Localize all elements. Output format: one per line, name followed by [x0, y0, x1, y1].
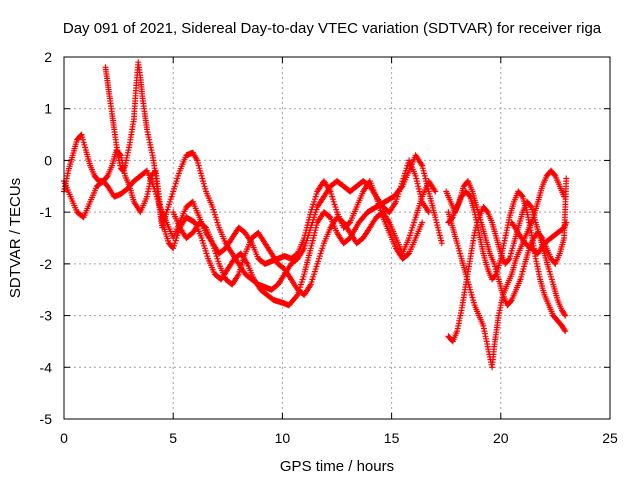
y-tick-label: -1 — [40, 204, 53, 220]
y-tick-label: -4 — [40, 359, 53, 375]
data-point-markers — [170, 178, 439, 298]
y-tick-label: 2 — [44, 49, 52, 65]
x-tick-label: 25 — [602, 430, 618, 446]
y-tick-label: 1 — [44, 101, 52, 117]
data-point-markers — [102, 59, 432, 293]
x-tick-label: 0 — [60, 430, 68, 446]
x-tick-label: 20 — [493, 430, 509, 446]
data-point-markers — [445, 188, 569, 335]
x-axis: 0 5 10 15 20 25 — [60, 57, 618, 446]
series-track-8 — [445, 188, 569, 335]
series-track-2 — [61, 167, 426, 267]
y-axis: 2 1 0 -1 -2 -3 -4 -5 — [40, 49, 610, 427]
series-track-9 — [508, 219, 570, 257]
y-tick-label: -3 — [40, 308, 53, 324]
grid — [64, 57, 610, 419]
x-axis-label: GPS time / hours — [280, 458, 394, 475]
x-tick-label: 10 — [275, 430, 291, 446]
y-tick-label: -2 — [40, 256, 53, 272]
y-axis-label: SDTVAR / TECUs — [7, 178, 24, 298]
plot-frame — [63, 56, 611, 420]
y-tick-label: -5 — [40, 411, 53, 427]
x-tick-label: 15 — [384, 430, 400, 446]
y-tick-label: 0 — [44, 152, 52, 168]
data-series — [61, 59, 570, 371]
series-track-4 — [170, 178, 439, 298]
data-point-markers — [61, 167, 426, 267]
series-track-3 — [102, 59, 432, 293]
chart-title: Day 091 of 2021, Sidereal Day-to-day VTE… — [63, 20, 602, 37]
x-tick-label: 5 — [169, 430, 177, 446]
data-point-markers — [508, 219, 570, 257]
